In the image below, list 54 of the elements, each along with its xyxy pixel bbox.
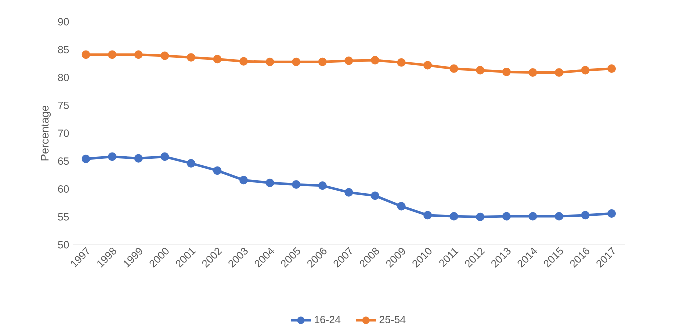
y-tick-label: 80 (58, 74, 70, 82)
legend-label: 25-54 (380, 316, 406, 324)
y-tick-label: 70 (58, 130, 70, 138)
point (108, 152, 117, 162)
point (292, 180, 301, 190)
point (213, 166, 222, 176)
point (476, 66, 485, 75)
point (160, 52, 170, 60)
point (371, 192, 380, 200)
point (187, 53, 196, 62)
point (108, 50, 117, 60)
point (266, 178, 274, 188)
point (528, 212, 538, 221)
point (502, 68, 511, 76)
point (318, 182, 327, 190)
point (450, 64, 458, 74)
point (397, 202, 406, 211)
point (397, 58, 406, 67)
point (292, 58, 301, 66)
y-tick-label: 65 (58, 158, 70, 166)
point (555, 212, 564, 221)
point (240, 57, 248, 66)
y-tick-label: 55 (58, 213, 70, 221)
point (424, 61, 432, 70)
point (344, 56, 354, 66)
y-tick-label: 85 (58, 46, 70, 54)
point (450, 212, 458, 221)
point (187, 159, 196, 168)
point (528, 68, 538, 77)
point (82, 154, 90, 164)
point (502, 212, 511, 221)
point (424, 211, 432, 220)
legend-label: 16-24 (315, 316, 341, 324)
point (134, 154, 143, 163)
point (555, 68, 564, 77)
point (318, 58, 327, 66)
y-tick-label: 60 (58, 186, 70, 193)
y-tick-label: 50 (58, 241, 70, 249)
point (82, 50, 90, 60)
point (160, 152, 170, 162)
y-axis-title: Percentage (41, 106, 51, 161)
point (213, 55, 222, 64)
point (266, 58, 274, 66)
point (581, 66, 590, 75)
point (371, 56, 380, 65)
point (240, 176, 248, 185)
point (476, 212, 485, 222)
point (581, 211, 590, 220)
y-tick-label: 90 (58, 18, 70, 26)
point (608, 210, 616, 218)
point (344, 188, 354, 197)
point (134, 50, 143, 60)
point (608, 64, 616, 74)
y-tick-label: 75 (58, 102, 70, 110)
